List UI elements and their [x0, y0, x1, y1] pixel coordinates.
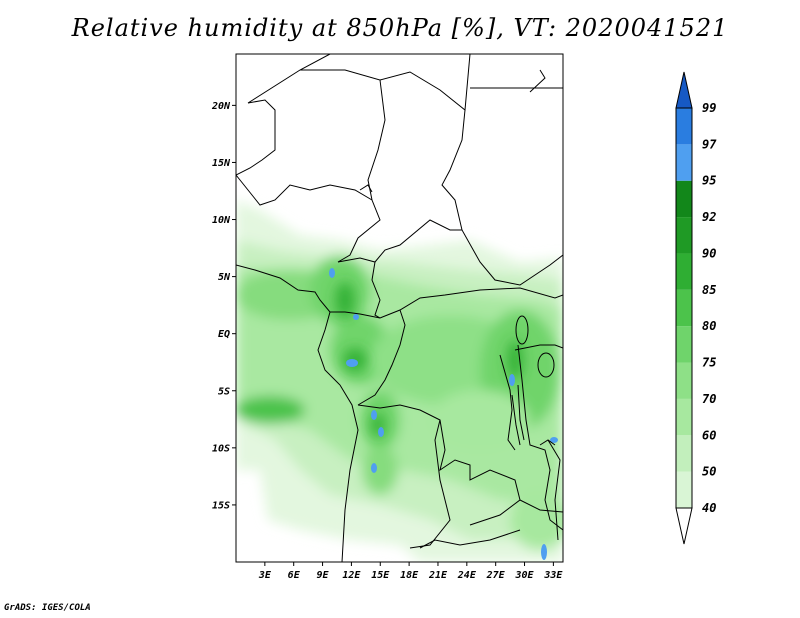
colorbar-segment [676, 108, 692, 145]
lon-tick-label: 24E [457, 570, 477, 581]
colorbar-label: 75 [702, 356, 716, 370]
colorbar-label: 50 [702, 465, 716, 479]
colorbar-label: 85 [702, 283, 716, 297]
lat-tick-label: 10S [212, 443, 230, 454]
lon-tick-label: 30E [514, 570, 534, 581]
colorbar-frame [675, 107, 693, 509]
chart-title: Relative humidity at 850hPa [%], VT: 202… [71, 14, 729, 42]
colorbar-segment [676, 471, 692, 508]
colorbar-segment [676, 253, 692, 290]
colorbar-label: 90 [702, 246, 716, 260]
lat-tick-label: 10N [212, 215, 231, 226]
lon-tick-label: 21E [428, 570, 448, 581]
colorbar-label: 60 [702, 428, 716, 442]
lon-tick-label: 6E [288, 570, 301, 581]
grads-credit: GrADS: IGES/COLA [4, 603, 91, 613]
colorbar-high-arrow [675, 71, 693, 109]
lat-tick-label: 15N [212, 158, 231, 169]
colorbar-label: 40 [702, 501, 716, 515]
colorbar-segment [676, 180, 692, 218]
lat-tick-label: EQ [218, 329, 230, 340]
lon-tick-label: 27E [486, 570, 506, 581]
colorbar-segment [676, 217, 692, 254]
humidity-field [236, 54, 563, 562]
lon-tick-label: 18E [400, 570, 419, 581]
lat-tick-label: 5N [218, 272, 231, 283]
colorbar-segment [676, 289, 692, 327]
lat-tick-label: 5S [218, 386, 230, 397]
lat-tick-label: 15S [212, 500, 230, 511]
colorbar: 40 50 60 70 75 80 85 90 92 95 97 99 [675, 71, 717, 545]
lon-tick-label: 15E [371, 570, 390, 581]
lon-tick-label: 9E [317, 570, 330, 581]
lakes [511, 69, 555, 446]
map-frame [235, 53, 564, 563]
lat-tick-label: 20N [211, 101, 231, 112]
colorbar-segment [676, 362, 692, 399]
colorbar-segment [676, 326, 692, 363]
colorbar-label: 97 [702, 137, 717, 151]
colorbar-low-arrow [675, 507, 693, 545]
lon-tick-label: 33E [543, 570, 563, 581]
colorbar-label: 92 [702, 210, 716, 224]
colorbar-label: 80 [702, 319, 716, 333]
colorbar-label: 70 [702, 392, 716, 406]
colorbar-segment [676, 435, 692, 472]
colorbar-label: 99 [702, 101, 716, 115]
colorbar-segment [676, 144, 692, 181]
colorbar-segment [676, 398, 692, 436]
country-borders [236, 54, 563, 562]
lon-tick-label: 3E [258, 570, 272, 581]
lon-tick-label: 12E [342, 570, 361, 581]
colorbar-label: 95 [702, 174, 716, 188]
